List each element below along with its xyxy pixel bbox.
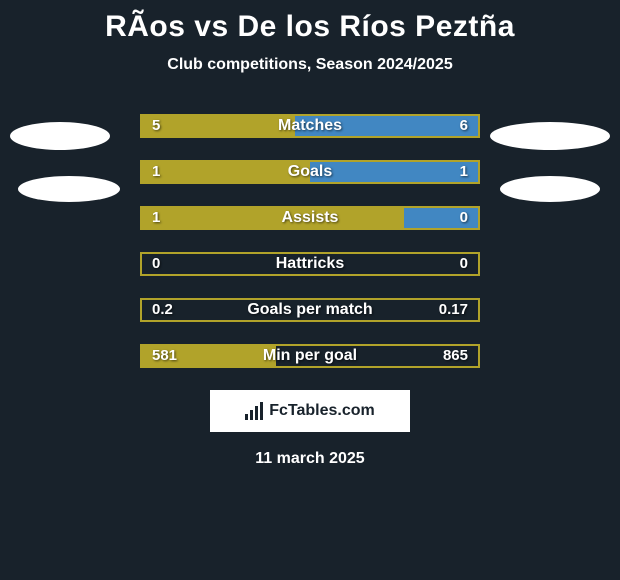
stat-row: 56Matches [140, 114, 480, 138]
stat-row: 00Hattricks [140, 252, 480, 276]
stat-row: 581865Min per goal [140, 344, 480, 368]
subtitle: Club competitions, Season 2024/2025 [0, 56, 620, 74]
stat-label: Matches [142, 116, 478, 136]
brand-logo: FcTables.com [210, 390, 410, 432]
comparison-card: RÃ­os vs De los Ríos Peztña Club competi… [0, 0, 620, 580]
stat-label: Min per goal [142, 346, 478, 366]
stat-label: Goals [142, 162, 478, 182]
stat-label: Goals per match [142, 300, 478, 320]
avatar-placeholder [500, 176, 600, 202]
brand-logo-text: FcTables.com [269, 402, 375, 420]
avatar-placeholder [18, 176, 120, 202]
stat-row: 11Goals [140, 160, 480, 184]
brand-logo-icon [245, 402, 263, 420]
avatar-placeholder [490, 122, 610, 150]
date-label: 11 march 2025 [0, 450, 620, 468]
avatar-placeholder [10, 122, 110, 150]
stat-label: Hattricks [142, 254, 478, 274]
page-title: RÃ­os vs De los Ríos Peztña [0, 0, 620, 44]
stat-row: 10Assists [140, 206, 480, 230]
stat-label: Assists [142, 208, 478, 228]
stats-list: 56Matches 11Goals 10Assists 00Hattricks 0.20… [140, 114, 480, 368]
stat-row: 0.20.17Goals per match [140, 298, 480, 322]
